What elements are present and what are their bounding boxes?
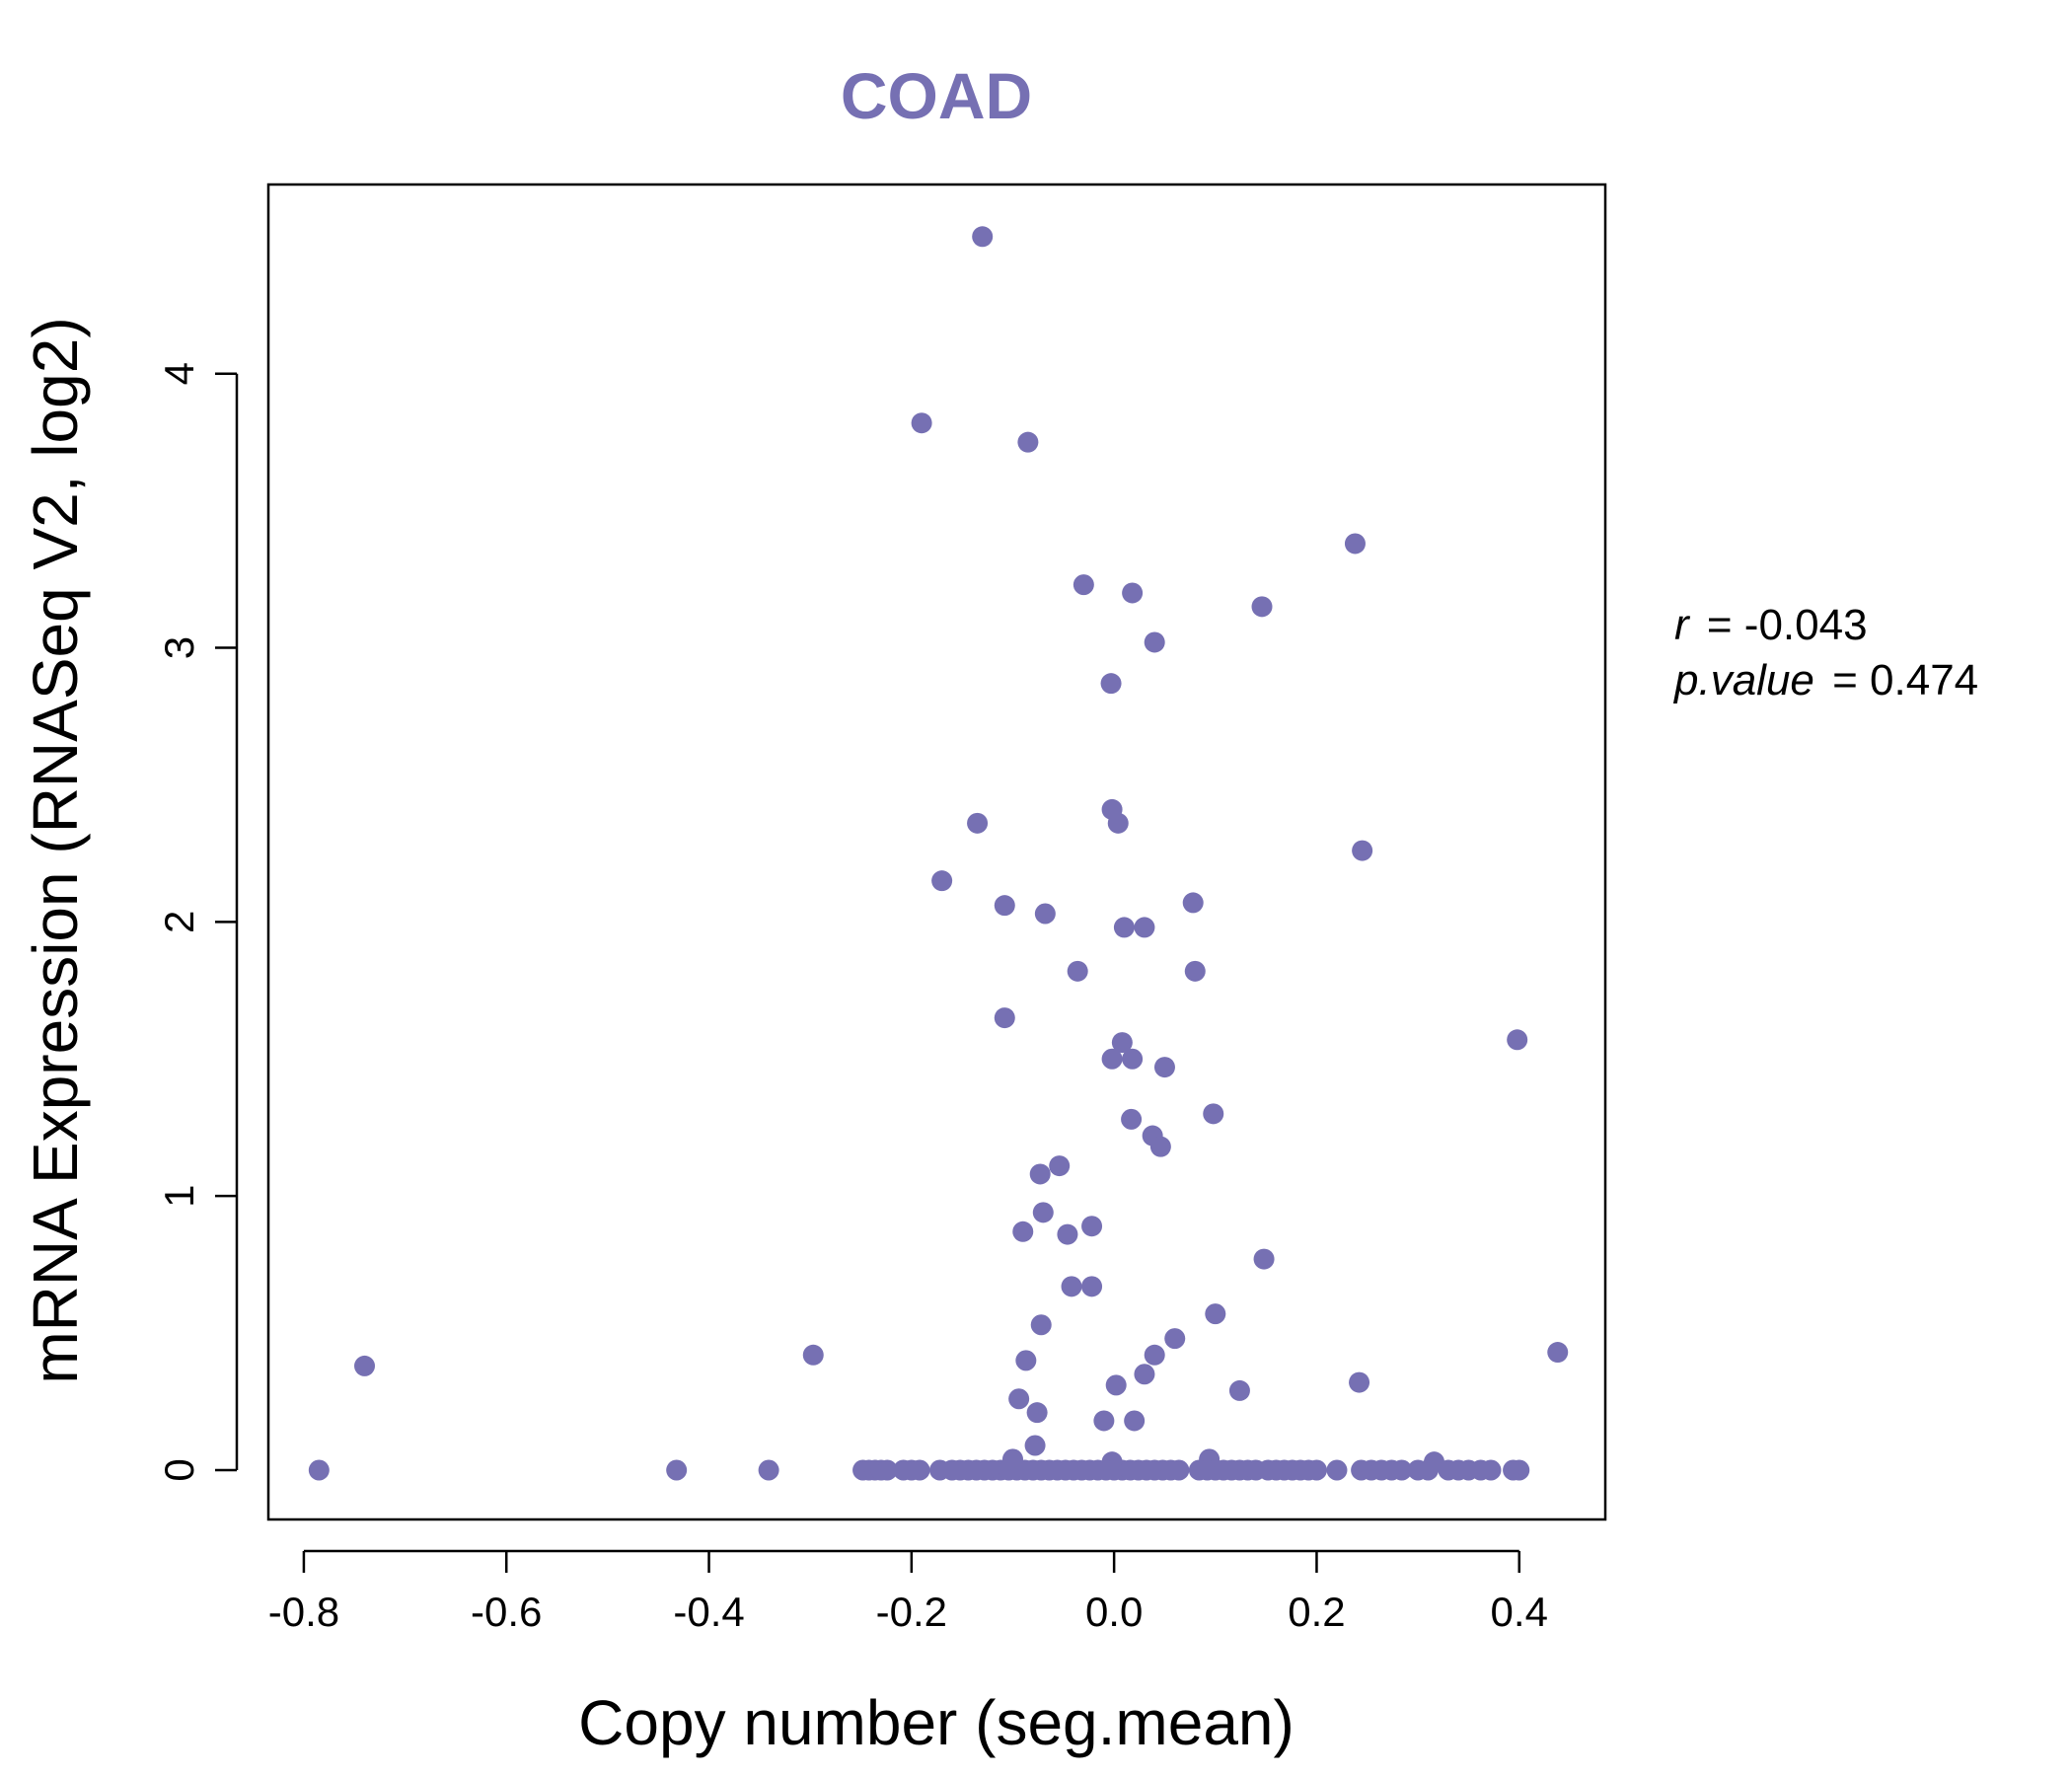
r-label: r (1674, 601, 1691, 649)
data-point (758, 1459, 779, 1481)
data-point (994, 1007, 1015, 1029)
data-point (1134, 1364, 1155, 1385)
data-point (1032, 1202, 1054, 1223)
data-point (1144, 631, 1165, 653)
y-tick-label: 2 (156, 911, 202, 933)
data-point (1067, 960, 1088, 982)
data-point (308, 1459, 330, 1481)
data-point (1061, 1276, 1082, 1297)
data-point (1017, 431, 1039, 453)
data-point (1008, 1388, 1030, 1410)
data-point (1101, 1048, 1123, 1070)
data-point (1030, 1314, 1052, 1336)
data-point (1081, 1276, 1103, 1297)
data-point (1073, 574, 1094, 596)
data-point (1144, 1344, 1165, 1366)
data-point (1024, 1435, 1046, 1456)
data-point (1349, 1371, 1370, 1393)
y-axis: 0 1 2 3 4 (156, 362, 239, 1482)
data-point (1228, 1379, 1250, 1401)
data-point (1182, 892, 1204, 914)
data-point (876, 1459, 898, 1481)
data-point (1121, 1108, 1143, 1130)
y-tick-label: 1 (156, 1184, 202, 1207)
data-point (1124, 1410, 1146, 1432)
x-axis-label: Copy number (seg.mean) (578, 1687, 1295, 1758)
data-point (1480, 1459, 1502, 1481)
data-point (1093, 1410, 1115, 1432)
data-point (931, 870, 953, 892)
data-point (1344, 533, 1366, 555)
data-point (1417, 1459, 1439, 1481)
y-tick-label: 0 (156, 1458, 202, 1481)
data-point (911, 412, 932, 434)
data-point (1203, 1103, 1224, 1125)
data-point (1034, 903, 1056, 925)
data-point (1164, 1328, 1186, 1350)
x-tick-label: 0.0 (1085, 1589, 1143, 1635)
data-point (1509, 1459, 1530, 1481)
data-points (308, 226, 1569, 1481)
data-point (1205, 1303, 1226, 1325)
x-tick-label: 0.4 (1491, 1589, 1548, 1635)
data-point (666, 1459, 688, 1481)
stats-annotation: r = -0.043 p.value = 0.474 (1672, 601, 1978, 704)
x-tick-label: -0.8 (268, 1589, 339, 1635)
data-point (1081, 1216, 1103, 1237)
data-point (802, 1344, 824, 1366)
data-point (1113, 917, 1135, 938)
x-tick-label: -0.2 (876, 1589, 947, 1635)
svg-text:r = -0.043: r = -0.043 (1674, 601, 1868, 649)
data-point (967, 812, 989, 834)
data-point (994, 895, 1015, 917)
data-point (1251, 596, 1273, 618)
data-point (1149, 1136, 1171, 1157)
data-point (1253, 1248, 1275, 1270)
data-point (1134, 917, 1155, 938)
data-point (1153, 1057, 1175, 1078)
data-point (1107, 812, 1129, 834)
data-point (1100, 673, 1122, 695)
r-value: = -0.043 (1707, 601, 1868, 649)
y-tick-label: 3 (156, 636, 202, 659)
chart-title: COAD (841, 59, 1032, 132)
svg-text:p.value = 0.474: p.value = 0.474 (1672, 656, 1978, 704)
data-point (1029, 1163, 1051, 1185)
data-point (1352, 840, 1373, 861)
data-point (1105, 1374, 1127, 1396)
plot-frame (266, 183, 1607, 1521)
y-tick-label: 4 (156, 362, 202, 385)
data-point (1547, 1342, 1569, 1364)
data-point (1012, 1221, 1034, 1242)
data-point (1507, 1029, 1528, 1051)
x-tick-label: -0.6 (471, 1589, 542, 1635)
data-point (354, 1355, 376, 1376)
data-point (972, 226, 994, 248)
p-label: p.value (1672, 656, 1814, 704)
data-point (1026, 1402, 1048, 1424)
data-point (1168, 1459, 1190, 1481)
data-point (909, 1459, 930, 1481)
p-value: = 0.474 (1832, 656, 1978, 704)
data-point (1057, 1223, 1078, 1245)
data-point (1015, 1350, 1037, 1371)
data-point (1122, 582, 1144, 604)
x-axis: -0.8 -0.6 -0.4 -0.2 0.0 0.2 0.4 (268, 1549, 1548, 1635)
x-tick-label: -0.4 (673, 1589, 744, 1635)
data-point (1049, 1155, 1071, 1177)
data-point (1111, 1032, 1133, 1054)
data-point (1305, 1459, 1327, 1481)
data-point (1391, 1459, 1413, 1481)
y-axis-label: mRNA Expression (RNASeq V2, log2) (20, 317, 91, 1383)
data-point (1326, 1459, 1348, 1481)
data-point (1122, 1048, 1144, 1070)
data-point (1184, 960, 1206, 982)
x-tick-label: 0.2 (1288, 1589, 1345, 1635)
